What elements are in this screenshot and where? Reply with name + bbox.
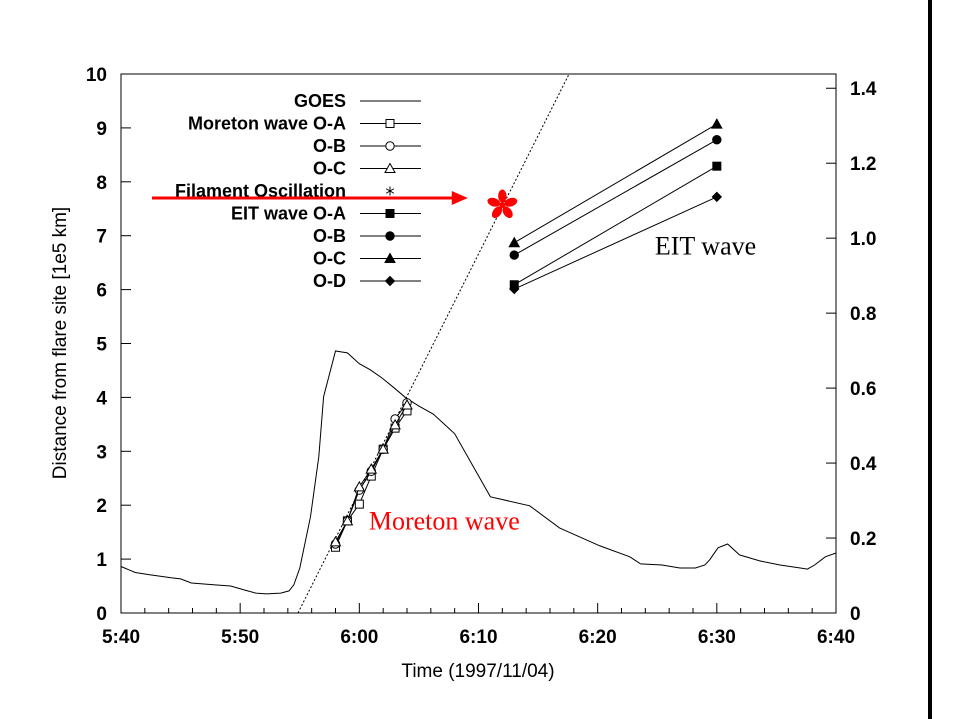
data-point-eit-wave-o-d [711, 191, 723, 203]
series-line-eit-wave-o-a [514, 165, 718, 286]
y-tick-label: 3 [96, 442, 107, 463]
series-line-goes [120, 350, 837, 595]
x-tick-label: 6:40 [817, 627, 855, 648]
y-tick-label: 1 [96, 550, 107, 571]
legend-label: Moreton wave O-A [188, 114, 346, 134]
filament-asterisk-marker [487, 189, 518, 219]
y2-tick-label: 0.8 [850, 304, 876, 325]
data-point-eit-wave-o-c [710, 118, 723, 129]
data-point-eit-wave-o-d [509, 283, 520, 295]
y-tick-label: 7 [96, 227, 107, 248]
annotation-arrow-head [451, 190, 468, 205]
data-point-eit-wave-o-b [509, 250, 519, 260]
y-tick-label: 8 [96, 173, 107, 194]
axis-tick-labels: 5:40 5:50 6:00 6:10 6:20 6:30 6:40012345678910… [86, 65, 877, 648]
data-point-moreton-wave-o-c [389, 418, 401, 430]
data-point-moreton-wave-o-c [365, 463, 378, 474]
series-eit-wave-o-a [509, 161, 722, 290]
y2-tick-label: 0.4 [850, 454, 877, 475]
legend-marker [385, 141, 395, 151]
legend-label: EIT wave O-A [231, 204, 346, 224]
data-point-moreton-wave-o-a [354, 499, 364, 509]
asterisk-arm [493, 200, 503, 207]
annotation-moreton-wave: Moreton wave [369, 506, 520, 535]
asterisk-stroke [385, 188, 395, 194]
legend-marker [384, 252, 396, 263]
series-eit-wave-o-b [509, 135, 722, 260]
y2-tick-label: 1.2 [850, 154, 876, 175]
legend-marker [384, 162, 396, 173]
legend-label: O-B [313, 136, 346, 156]
y2-tick-label: 1.0 [850, 229, 876, 250]
legend-marker [385, 186, 395, 196]
x-tick-label: 6:10 [459, 627, 497, 648]
series-eit-wave-o-c [508, 118, 723, 248]
y-tick-label: 4 [96, 388, 107, 409]
series-line-eit-wave-o-d [514, 196, 718, 290]
x-tick-label: 6:30 [698, 627, 736, 648]
y2-tick-label: 1.4 [850, 79, 877, 100]
data-point-eit-wave-o-c [508, 236, 521, 248]
x-tick-label: 6:20 [579, 627, 617, 648]
series-goes [120, 350, 837, 595]
data-point-eit-wave-o-b [712, 135, 722, 145]
y-tick-label: 0 [96, 604, 107, 625]
y-tick-label: 5 [96, 335, 107, 356]
data-point-eit-wave-o-a [712, 161, 722, 171]
data-point-moreton-wave-o-c [401, 398, 413, 410]
series-layer [120, 73, 837, 614]
x-axis-title: Time (1997/11/04) [401, 661, 554, 682]
series-line-eit-wave-o-c [514, 123, 718, 244]
x-tick-label: 6:00 [340, 627, 378, 648]
page-right-border [928, 0, 932, 719]
axis-ticks [120, 73, 837, 614]
data-point-moreton-wave-o-c [329, 535, 342, 547]
legend-label: O-D [313, 271, 346, 291]
data-point-moreton-wave-o-c [377, 443, 390, 454]
legend-label: Filament Oscillation [175, 181, 346, 201]
y-tick-label: 2 [96, 496, 107, 517]
legend-marker [385, 119, 395, 128]
x-tick-label: 5:50 [221, 627, 259, 648]
y-tick-label: 10 [86, 65, 107, 86]
y2-tick-label: 0.6 [850, 379, 876, 400]
legend-marker [385, 231, 395, 241]
y-tick-label: 6 [96, 281, 107, 302]
annotation-eit-wave: EIT wave [655, 232, 756, 261]
legend-label: O-C [313, 159, 346, 179]
y-tick-label: 9 [96, 119, 107, 140]
series-moreton-wave-o-c [329, 398, 413, 547]
y2-tick-label: 0.2 [850, 529, 876, 550]
legend-marker [384, 275, 396, 287]
legend-marker [385, 209, 395, 218]
legend-label: O-B [313, 226, 346, 246]
data-point-moreton-wave-o-c [353, 480, 366, 492]
y2-tick-label: 0 [850, 604, 861, 625]
y-axis-title: Distance from flare site [1e5 km] [50, 207, 71, 479]
series-line-eit-wave-o-b [514, 139, 718, 256]
data-point-moreton-wave-o-c [341, 514, 354, 526]
annotations: Moreton wave EIT wave [151, 189, 756, 535]
x-tick-label: 5:40 [102, 627, 140, 648]
legend-label: GOES [294, 91, 346, 111]
legend-label: O-C [313, 249, 346, 269]
series-eit-wave-o-d [509, 191, 723, 295]
